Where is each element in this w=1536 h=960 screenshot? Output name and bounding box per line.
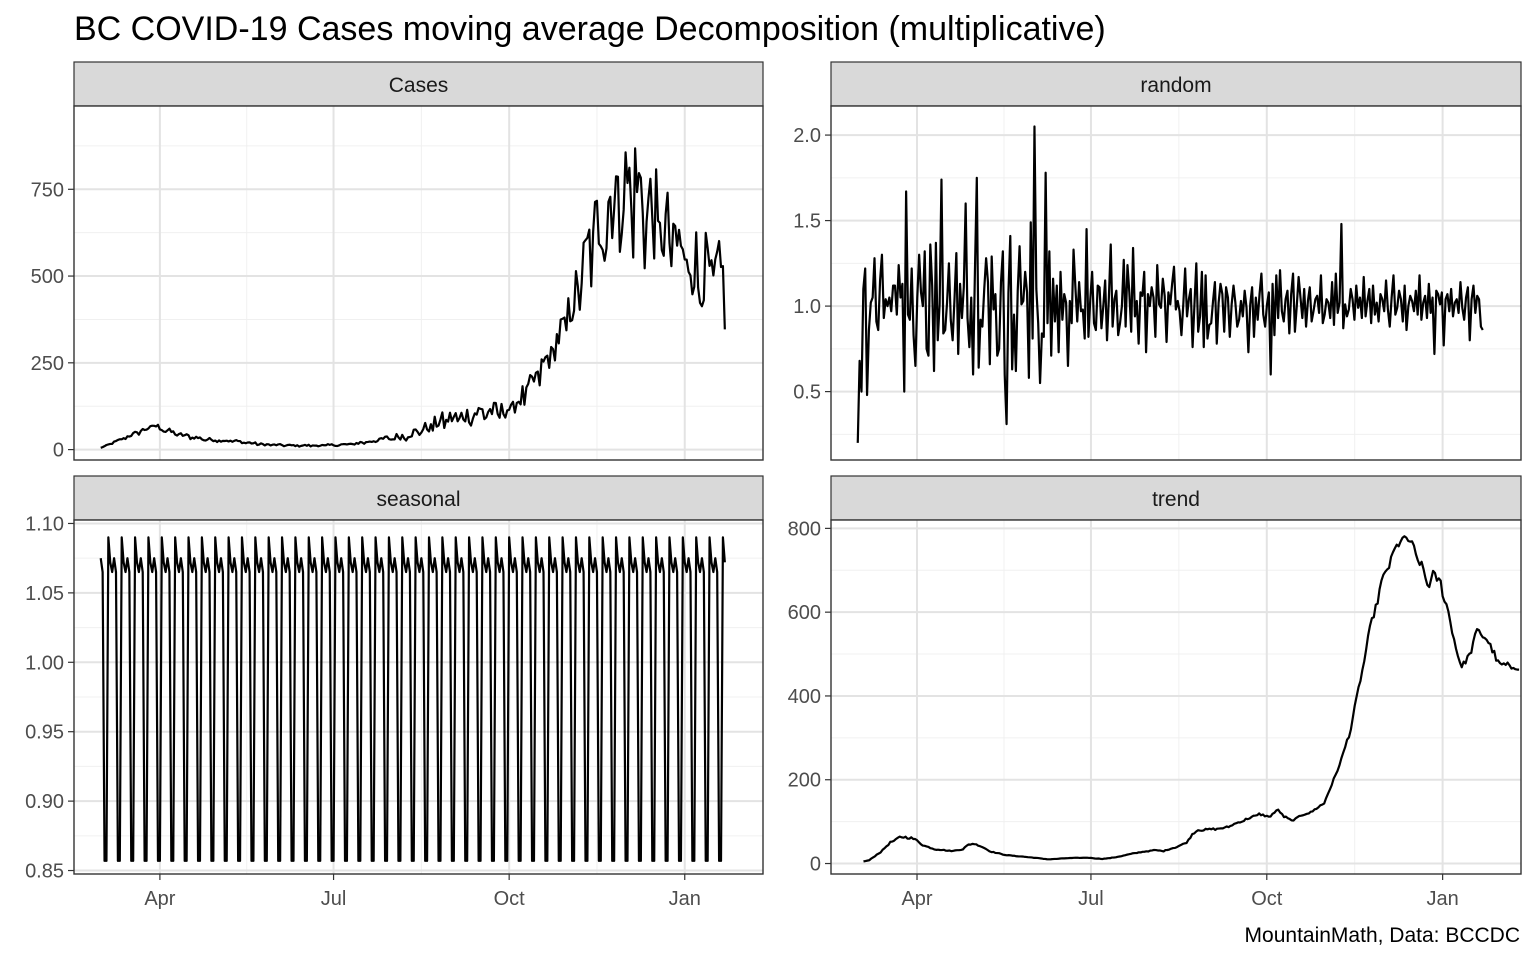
y-tick-label: 0.5 [793,382,821,404]
x-tick-label: Oct [494,888,526,910]
y-tick-label: 400 [788,686,821,708]
panel-cases: Cases 0 250 500 750 [31,61,764,462]
y-tick-label: 0.90 [25,791,64,813]
y-tick-label: 2.0 [793,125,821,147]
plot-background [74,106,763,460]
chart-caption: MountainMath, Data: BCCDC [1245,924,1520,947]
y-tick-label: 500 [31,266,64,288]
facet-strip-label: seasonal [376,488,460,511]
y-tick-label: 1.5 [793,211,821,233]
y-tick-label: 800 [788,518,821,540]
x-tick-label: Jan [1427,888,1459,910]
y-tick-label: 600 [788,602,821,624]
plot-background [831,520,1521,874]
facet-strip [73,61,764,107]
y-tick-label: 0.85 [25,861,64,883]
x-tick-label: Jul [321,888,347,910]
y-tick-label: 0 [810,854,821,876]
panel-border [830,105,1522,461]
y-tick-label: 1.05 [25,583,64,605]
facet-strip-label: random [1140,74,1211,97]
panel-random: random 0.5 1.0 1.5 2.0 [793,61,1522,461]
panel-seasonal: seasonal 0.85 0.90 0.95 1.00 1.05 1.10 Apr Jul Oc… [25,475,764,910]
facet-strip-label: Cases [389,74,449,97]
facet-strip [73,475,764,521]
x-tick-label: Apr [144,888,175,910]
chart-title: BC COVID-19 Cases moving average Decompo… [74,10,1106,48]
panel-border [830,519,1522,875]
x-tick-label: Jan [669,888,701,910]
series-line-trend [863,535,1520,863]
y-tick-label: 1.10 [25,513,64,535]
x-tick-label: Oct [1251,888,1283,910]
y-tick-label: 200 [788,770,821,792]
y-tick-label: 1.00 [25,652,64,674]
panel-border [73,519,764,875]
x-tick-label: Apr [901,888,932,910]
x-tick-label: Jul [1078,888,1104,910]
panel-border [73,105,764,461]
y-tick-label: 250 [31,353,64,375]
y-tick-label: 0 [53,440,64,462]
series-line-random [856,125,1484,443]
series-line-seasonal [99,536,726,862]
y-tick-label: 1.0 [793,296,821,318]
facet-strip-label: trend [1152,488,1200,511]
facet-strip [830,475,1522,521]
y-tick-label: 750 [31,179,64,201]
plot-background [831,106,1521,460]
y-tick-label: 0.95 [25,722,64,744]
series-line-cases [100,147,726,449]
facet-strip [830,61,1522,107]
panel-trend: trend 0 200 400 600 800 Apr Jul Oct Jan [788,475,1522,910]
facet-panels: Cases 0 250 500 750 random 0.5 1.0 1.5 2.0 seasona… [25,61,1522,910]
